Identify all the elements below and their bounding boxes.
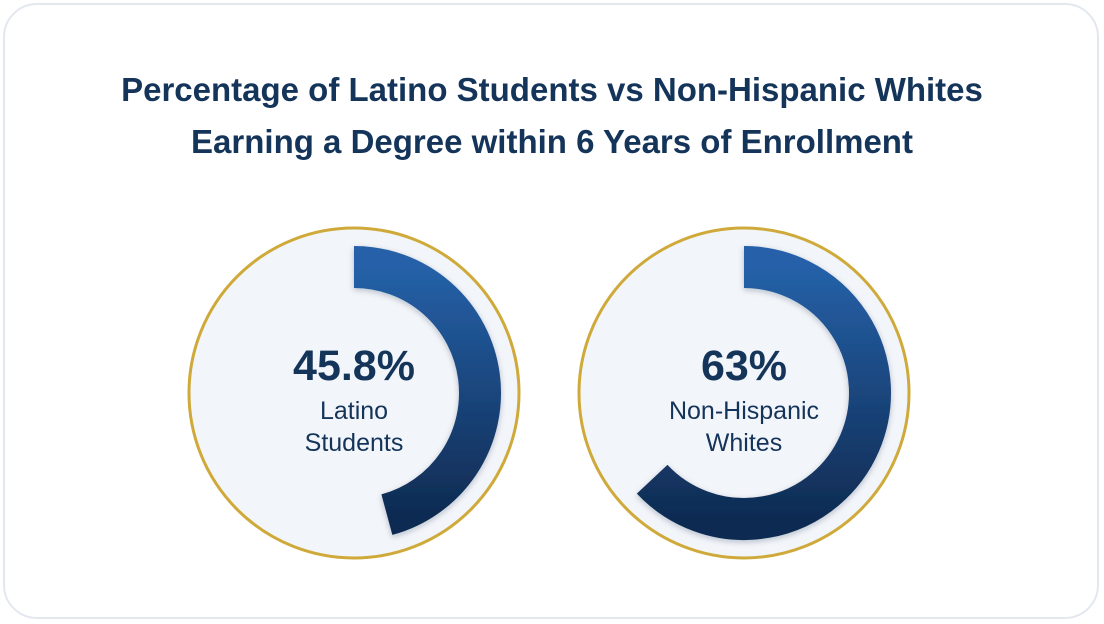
donut-1-label-line-1: Latino xyxy=(320,397,388,425)
donut-1-value-arc xyxy=(353,246,501,535)
donut-1-value-label: 45.8% xyxy=(293,342,415,390)
donut-2-value-label: 63% xyxy=(701,342,787,390)
donut-2-label-line-2: Whites xyxy=(706,429,782,457)
donut-2-label-line-1: Non-Hispanic xyxy=(669,397,819,425)
donut-1-label-line-2: Students xyxy=(305,429,404,457)
chart-title: Percentage of Latino Students vs Non-His… xyxy=(0,64,1104,168)
chart-title-line-2: Earning a Degree within 6 Years of Enrol… xyxy=(191,123,913,160)
chart-title-line-1: Percentage of Latino Students vs Non-His… xyxy=(121,71,983,108)
donut-2-value-arc xyxy=(636,246,891,540)
chart-card xyxy=(3,3,1099,619)
